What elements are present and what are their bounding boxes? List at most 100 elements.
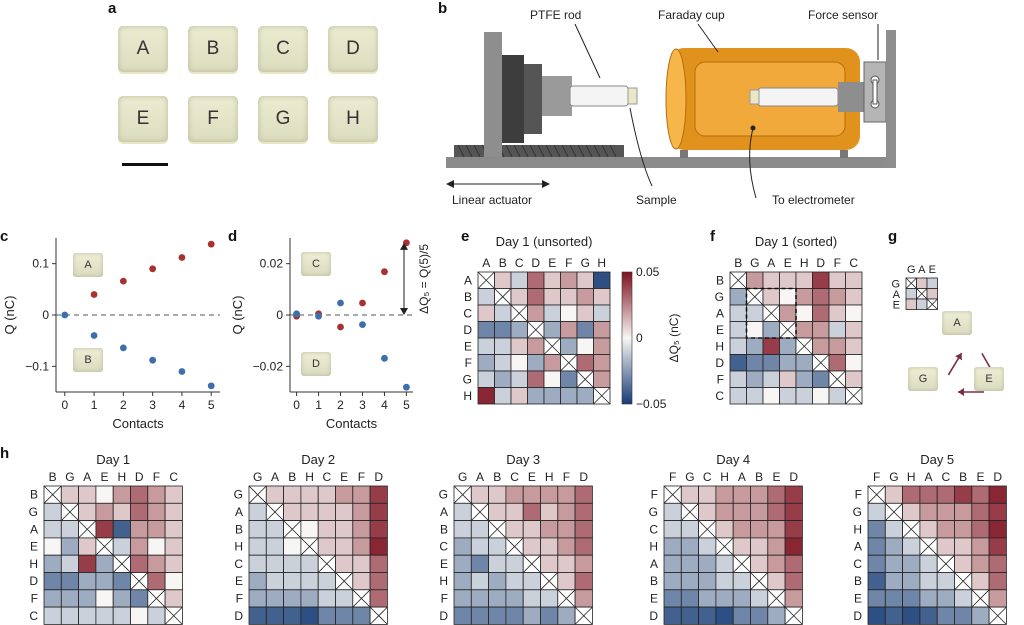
col-label: E — [772, 470, 780, 484]
heatmap-cell — [919, 502, 938, 521]
row-label: F — [31, 591, 38, 605]
y-tick-label: 0.1 — [32, 257, 49, 271]
heatmap-cell — [335, 502, 354, 521]
heatmap-cell — [265, 485, 284, 504]
heatmap-cell — [352, 606, 371, 625]
col-label: F — [358, 470, 365, 484]
faraday-cup-rim — [665, 48, 687, 150]
heatmap-cell — [488, 572, 507, 591]
sample-tile-c: C — [258, 26, 308, 72]
heatmap-cell — [593, 354, 611, 372]
heatmap-cell — [988, 572, 1007, 591]
diagonal-cross — [95, 537, 114, 556]
heatmap-cell — [867, 572, 886, 591]
heatmap-cell — [453, 572, 472, 591]
heatmap-cell — [971, 606, 990, 625]
heatmap-cell — [750, 589, 769, 608]
sample-piece — [627, 87, 638, 105]
heatmap-cell — [540, 520, 559, 539]
heatmap-cell — [369, 485, 388, 504]
apparatus-diagram — [446, 23, 896, 199]
heatmap-cell — [762, 288, 780, 306]
panel-label-e: e — [461, 228, 470, 245]
heatmap-cell — [352, 572, 371, 591]
heatmap-cell — [560, 337, 578, 355]
row-label: G — [891, 278, 900, 290]
heatmap-cell — [750, 520, 769, 539]
row-label: H — [463, 389, 472, 403]
col-label: B — [493, 470, 501, 484]
heatmap-cell — [494, 304, 512, 322]
heatmap-cell — [867, 589, 886, 608]
heatmap-cell — [715, 554, 734, 573]
heatmap-cell — [845, 370, 863, 388]
col-label: D — [579, 470, 588, 484]
heatmap-cell — [593, 271, 611, 289]
diagonal-cross — [746, 288, 764, 306]
heatmap-cell — [265, 572, 284, 591]
col-label: A — [738, 470, 746, 484]
col-label: G — [253, 470, 262, 484]
sample-tile-d: D — [328, 26, 378, 72]
heatmap-cell — [527, 271, 545, 289]
col-label: F — [834, 256, 841, 270]
diagonal-cross — [78, 520, 97, 539]
heatmap-cell — [845, 354, 863, 372]
row-label: F — [717, 372, 724, 386]
diagonal-cross — [112, 554, 131, 573]
col-label: D — [531, 256, 540, 270]
diagonal-cross — [902, 520, 921, 539]
heatmap-cell — [477, 354, 495, 372]
row-label: E — [716, 323, 724, 337]
heatmap-cell — [698, 485, 717, 504]
heatmap-cell — [453, 537, 472, 556]
x-tick-label: 5 — [208, 398, 215, 412]
col-label: C — [849, 256, 858, 270]
x-tick-label: 1 — [91, 398, 98, 412]
heatmap-cell — [698, 554, 717, 573]
col-label: A — [271, 470, 279, 484]
heatmap-cell — [698, 589, 717, 608]
heatmap-cell — [130, 537, 149, 556]
label-linear-actuator: Linear actuator — [452, 193, 533, 207]
heatmap-cell — [335, 537, 354, 556]
cycle-tile-e: E — [974, 367, 1004, 391]
heatmap-cell — [300, 502, 319, 521]
heatmap-cell — [884, 572, 903, 591]
heatmap-cell — [779, 370, 797, 388]
heatmap-cell — [540, 589, 559, 608]
heatmap-cell — [680, 606, 699, 625]
diagonal-cross — [477, 271, 495, 289]
heatmap-cell — [335, 520, 354, 539]
row-label: A — [464, 273, 472, 287]
colorbar-tick: −0.05 — [636, 397, 667, 411]
heatmap-cell — [265, 606, 284, 625]
row-label: A — [716, 306, 724, 320]
y-tick-label: 0.02 — [260, 257, 284, 271]
heatmap-cell — [828, 337, 846, 355]
col-label: C — [703, 470, 712, 484]
sample-tile-e: E — [118, 96, 168, 142]
col-label: A — [482, 256, 490, 270]
row-label: D — [234, 609, 243, 623]
heatmap-cell — [762, 370, 780, 388]
x-tick-label: 2 — [337, 398, 344, 412]
heatmap-cell — [750, 606, 769, 625]
heatmap-cell — [522, 537, 541, 556]
heatmap-cell — [902, 554, 921, 573]
y-tick-label: 0 — [276, 308, 283, 322]
row-label: G — [29, 505, 38, 519]
sample-leader — [629, 107, 653, 187]
row-label: B — [235, 522, 243, 536]
row-label: D — [853, 609, 862, 623]
heatmap-cell — [954, 537, 973, 556]
heatmap-cell — [663, 606, 682, 625]
x-tick-label: 3 — [359, 398, 366, 412]
row-label: E — [650, 591, 658, 605]
chart-d-inset-c: C — [301, 252, 331, 276]
heatmap-cell — [557, 554, 576, 573]
col-label: E — [976, 470, 984, 484]
heatmap-cell — [78, 589, 97, 608]
data-point-s0-4 — [381, 268, 388, 276]
